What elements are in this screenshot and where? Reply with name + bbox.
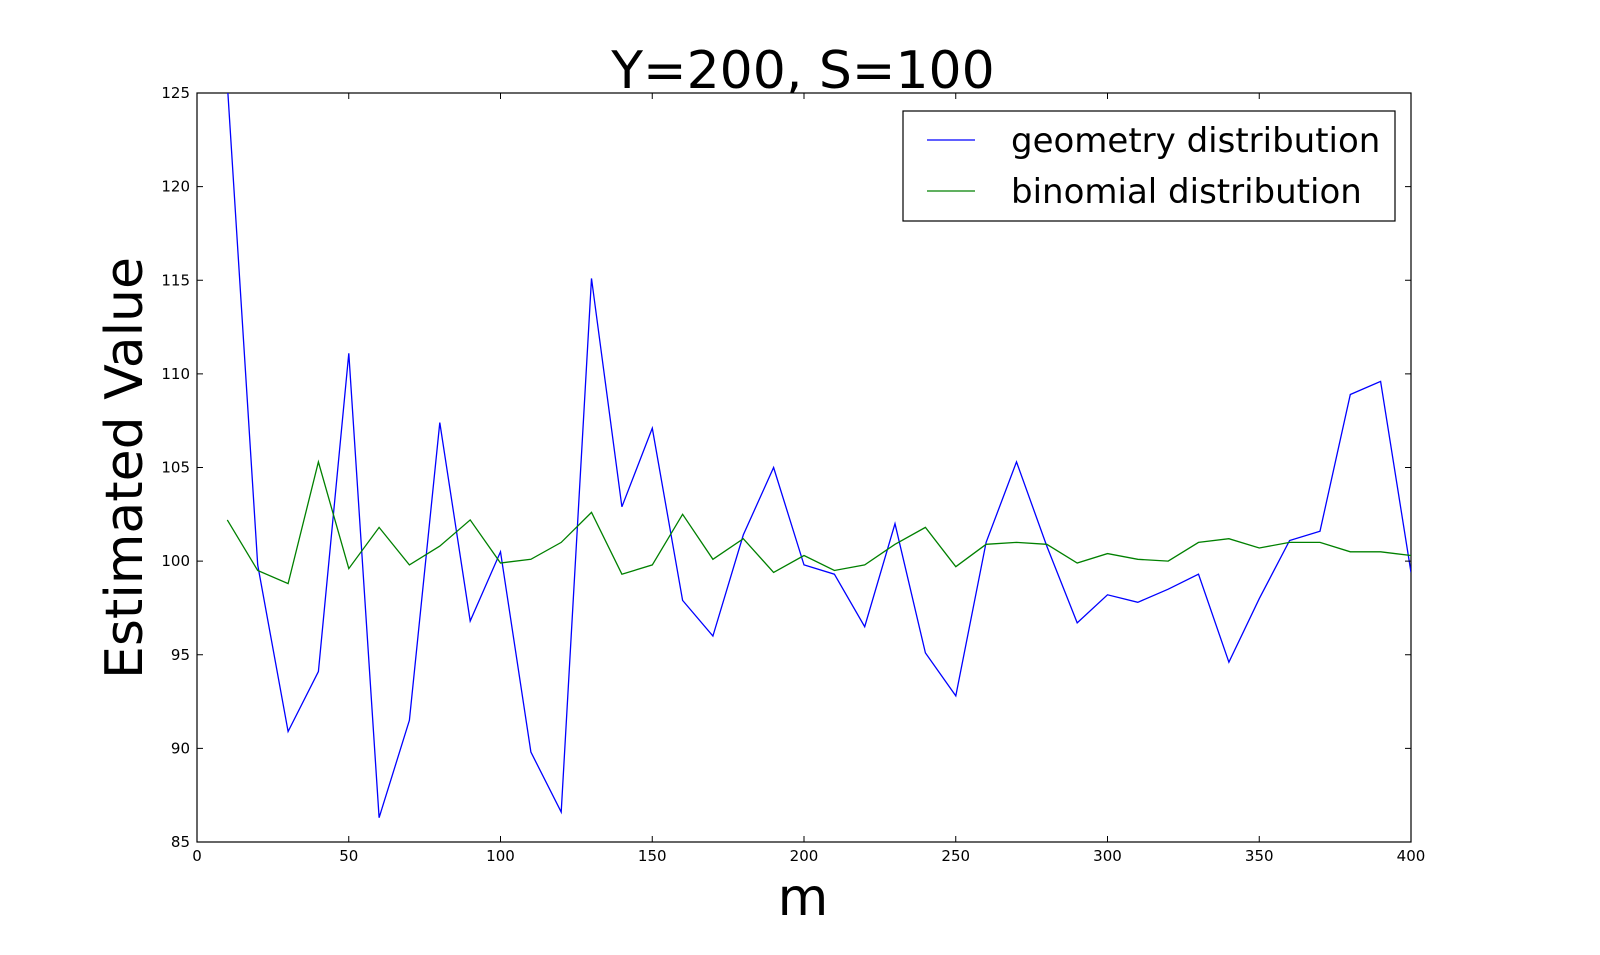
x-tick-label-8: 400 bbox=[1397, 847, 1426, 865]
tick-layer: 0 50 100 150 200 250 300 350 400 85 90 95 100 105 110 1… bbox=[161, 84, 1425, 865]
legend-label-0: geometry distribution bbox=[1011, 121, 1380, 161]
y-tick-label-3: 100 bbox=[161, 552, 190, 570]
y-axis-label: Estimated Value bbox=[95, 257, 155, 679]
legend-label-1: binomial distribution bbox=[1011, 172, 1362, 212]
x-tick-label-1: 50 bbox=[339, 847, 358, 865]
chart-title: Y=200, S=100 bbox=[610, 41, 994, 101]
y-tick-label-8: 125 bbox=[161, 84, 190, 102]
x-axis-label: m bbox=[778, 868, 829, 928]
y-tick-label-2: 95 bbox=[171, 646, 190, 664]
y-tick-label-0: 85 bbox=[171, 833, 190, 851]
series-layer bbox=[226, 93, 1411, 818]
y-tick-label-1: 90 bbox=[171, 739, 190, 757]
x-tick-label-6: 300 bbox=[1093, 847, 1122, 865]
y-tick-label-7: 120 bbox=[161, 178, 190, 196]
y-tick-label-6: 115 bbox=[161, 271, 190, 289]
x-tick-label-5: 250 bbox=[941, 847, 970, 865]
series-line-0 bbox=[227, 93, 1411, 818]
x-tick-label-7: 350 bbox=[1245, 847, 1274, 865]
series-line-1 bbox=[226, 459, 1411, 585]
x-tick-label-2: 100 bbox=[486, 847, 515, 865]
legend-box bbox=[902, 110, 1396, 222]
x-tick-label-4: 200 bbox=[790, 847, 819, 865]
y-tick-label-5: 110 bbox=[161, 365, 190, 383]
y-tick-label-4: 105 bbox=[161, 459, 190, 477]
legend: geometry distribution binomial distributi… bbox=[902, 110, 1396, 222]
x-tick-label-0: 0 bbox=[192, 847, 202, 865]
x-tick-label-3: 150 bbox=[638, 847, 667, 865]
